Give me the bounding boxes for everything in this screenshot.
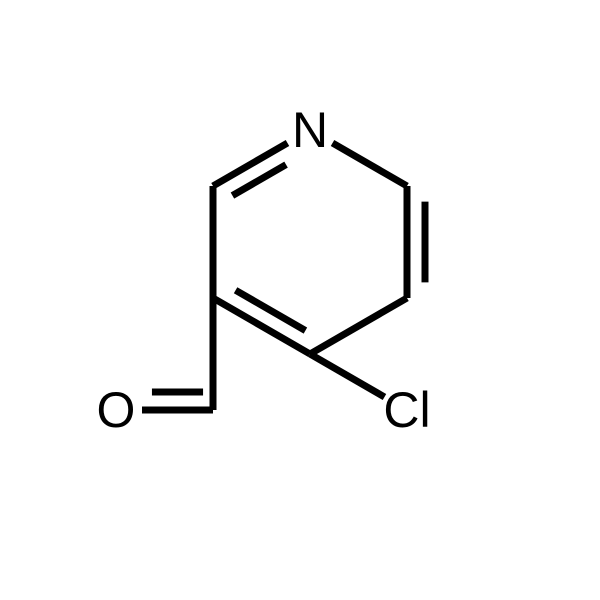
bond: [333, 143, 407, 186]
molecule-diagram: N Cl O: [0, 0, 600, 600]
atom-label-cl: Cl: [383, 382, 430, 438]
bond: [213, 143, 287, 186]
bond: [236, 290, 306, 330]
atom-label-o: O: [97, 382, 136, 438]
bond: [310, 298, 407, 354]
bond: [310, 354, 384, 397]
atom-label-n: N: [292, 102, 328, 158]
